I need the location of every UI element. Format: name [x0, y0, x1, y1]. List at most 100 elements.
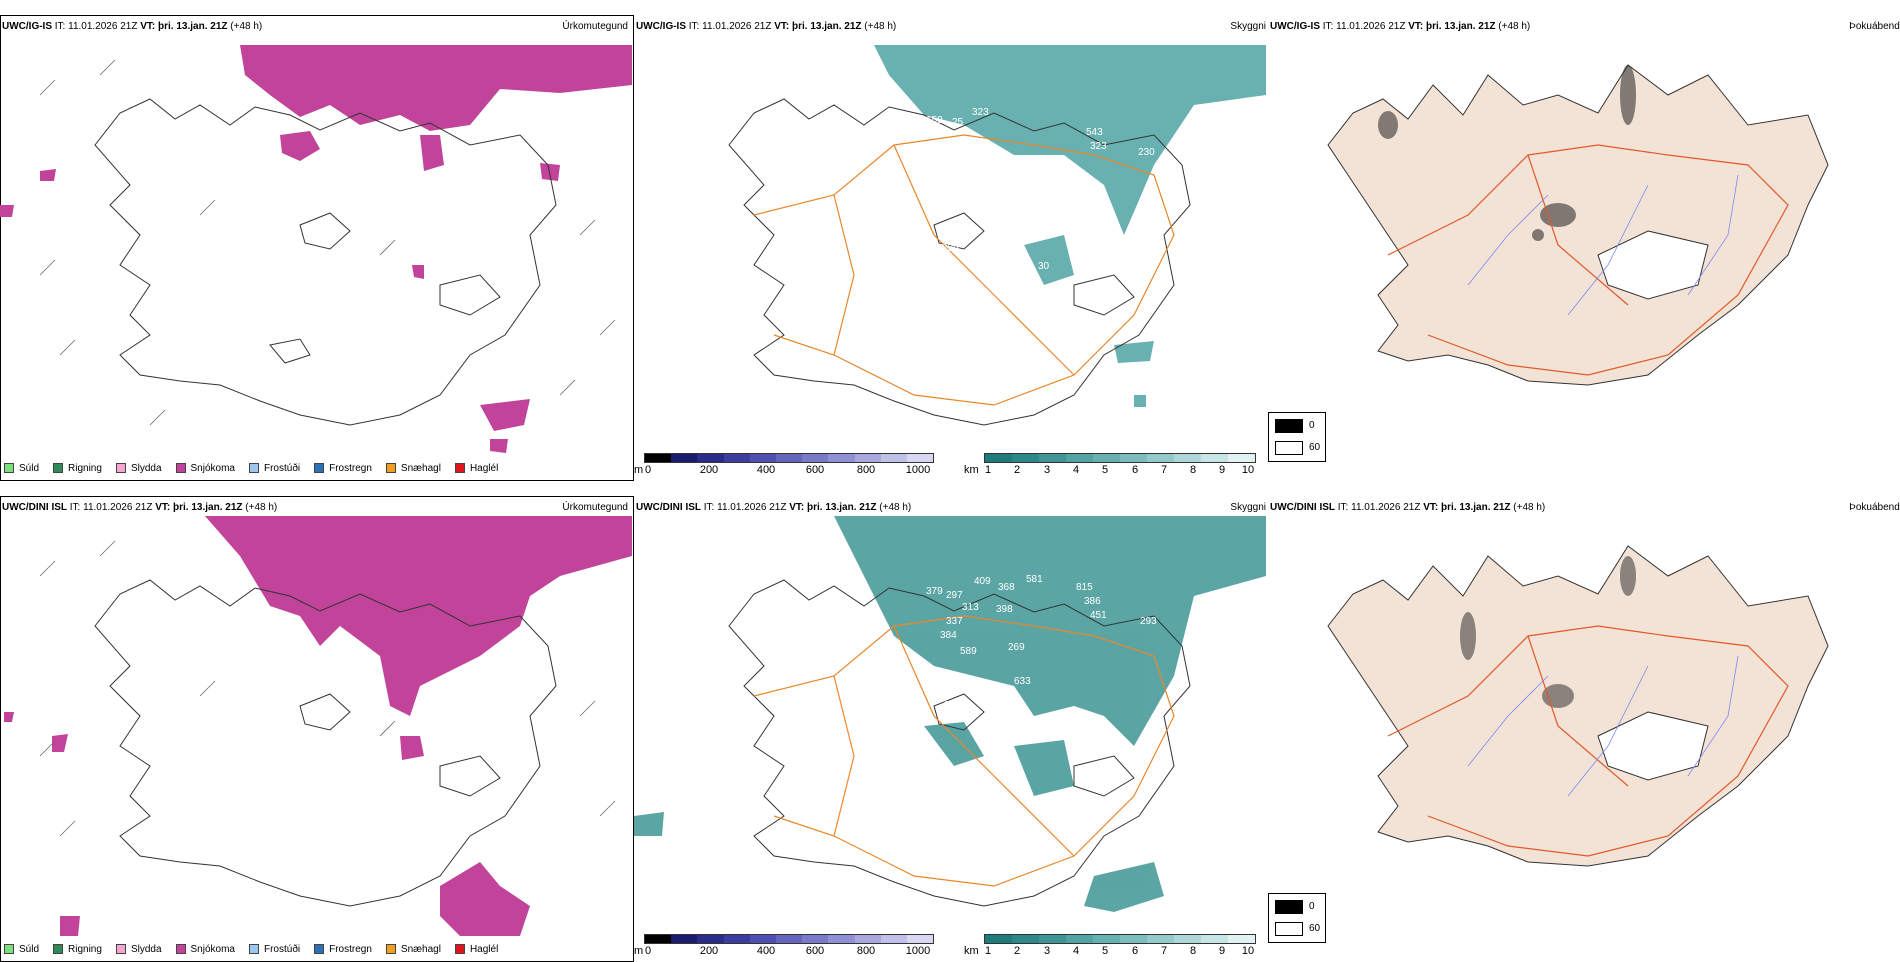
precip-panel-top: UWC/IG-IS IT: 11.01.2026 21Z VT: þri. 13… [0, 15, 634, 481]
legend-label: Súld [19, 462, 40, 474]
roads [1387, 144, 1789, 376]
ceiling-label: 25 [952, 117, 964, 128]
colorbar-tick: 1 [984, 945, 992, 957]
legend-label: Rigning [68, 462, 102, 474]
legend-label: Frostregn [329, 943, 372, 955]
ceiling-label: 384 [940, 630, 957, 641]
colorbar-tick: 8 [1189, 464, 1197, 476]
ceiling-labels: 159 198 183 25 6 323 543 323 230 229 362… [924, 107, 1155, 274]
colorbar-tick: 2 [1013, 945, 1021, 957]
ceiling-label: 272 [1054, 714, 1071, 725]
snow-areas [0, 45, 632, 453]
iceland-outline [94, 579, 557, 907]
it-time: 11.01.2026 21Z [702, 21, 772, 32]
colorbar-unit: km [964, 945, 979, 957]
swatch-icon [454, 944, 465, 954]
it-label: IT: [54, 21, 66, 32]
model-name: UWC/DINI ISL [2, 502, 67, 513]
it-time: 11.01.2026 21Z [1351, 502, 1421, 513]
legend-item-freezing-drizzle: Frostúði [248, 463, 300, 474]
legend-item-drizzle: Súld [4, 463, 39, 474]
ceiling-label: 815 [1076, 582, 1093, 593]
legend-item-sleet: Slydda [115, 463, 162, 474]
fog-panel-bottom: UWC/DINI ISL IT: 11.01.2026 21Z VT: þri.… [1268, 496, 1900, 962]
colorbar-tick: 200 [699, 464, 719, 476]
legend-item-rain: Rigning [53, 944, 102, 955]
it-label: IT: [688, 21, 700, 32]
colorbar-tick: 9 [1218, 945, 1226, 957]
visibility-areas [634, 516, 1266, 912]
colorbar-tick: 200 [699, 945, 719, 957]
colorbar-tick: 3 [1043, 945, 1051, 957]
fog-map [1327, 64, 1829, 386]
legend-label: Snæhagl [400, 462, 441, 474]
ceiling-map: 159 198 183 25 6 323 543 323 230 229 362… [728, 45, 1266, 426]
ceiling-label: 293 [1140, 616, 1157, 627]
glacier [1597, 230, 1709, 300]
ceiling-map: 379 297 313 409 368 581 815 386 451 398 … [634, 516, 1266, 912]
colorbar-strip [984, 934, 1256, 944]
legend-item-drizzle: Súld [4, 944, 39, 955]
legend-item-freezing-drizzle: Frostúði [248, 944, 300, 955]
model-name: UWC/IG-IS [636, 21, 686, 32]
vt-label: VT: [789, 502, 805, 513]
colorbar-unit: m [634, 464, 644, 476]
snow-areas [4, 516, 632, 936]
iceland-land [1327, 64, 1829, 386]
legend-item-freezing-rain: Frostregn [314, 463, 372, 474]
vt-time: þri. 13.jan. 21Z [807, 502, 877, 513]
colorbar-tick: 800 [856, 945, 876, 957]
colorbar-tick: 0 [644, 945, 652, 957]
legend-item-snow-pellets: Snæhagl [385, 462, 441, 474]
colorbar-unit: m [634, 945, 644, 957]
ceiling-colorbar: m 0 200 400 600 800 1000 [634, 453, 944, 479]
legend-item-hail: Haglél [454, 463, 498, 474]
model-name: UWC/DINI ISL [1270, 502, 1335, 513]
rivers [1467, 655, 1739, 797]
lead-time: (+48 h) [230, 21, 263, 32]
panel-title: Úrkomutegund [562, 21, 628, 32]
colorbar-tick: 6 [1131, 464, 1139, 476]
fog-map [1327, 545, 1829, 867]
swatch-icon [314, 463, 325, 473]
it-label: IT: [703, 502, 715, 513]
it-time: 11.01.2026 21Z [1336, 21, 1406, 32]
ceiling-panel-top: UWC/IG-IS IT: 11.01.2026 21Z VT: þri. 13… [634, 15, 1268, 481]
swatch-icon [385, 944, 396, 954]
vt-label: VT: [1423, 502, 1439, 513]
colorbar-strip [644, 934, 934, 944]
ceiling-label: 398 [996, 604, 1013, 615]
panel-title: Úrkomutegund [562, 502, 628, 513]
vt-time: þri. 13.jan. 21Z [792, 21, 862, 32]
fog-key-label: 0 [1309, 420, 1315, 431]
legend-item-rain: Rigning [53, 463, 102, 474]
ceiling-label: 198 [924, 129, 941, 140]
panel-title: Þokuábendi [1849, 21, 1900, 32]
colorbar-tick: 0 [644, 464, 652, 476]
colorbar-strip [644, 453, 934, 463]
swatch-icon [53, 944, 64, 954]
legend-item-sleet: Slydda [115, 944, 162, 955]
precip-panel-bottom: UWC/DINI ISL IT: 11.01.2026 21Z VT: þri.… [0, 496, 634, 962]
swatch-icon [4, 944, 14, 954]
colorbar-tick: 600 [805, 464, 825, 476]
legend-label: Snjókoma [190, 943, 235, 955]
lead-time: (+48 h) [864, 21, 897, 32]
vt-label: VT: [155, 502, 171, 513]
colorbar-tick: 7 [1160, 945, 1168, 957]
precip-legend: Súld Rigning Slydda Snjókoma Frostúði Fr… [4, 942, 512, 956]
ceiling-label: 255 [1012, 716, 1029, 727]
panel-header: UWC/IG-IS IT: 11.01.2026 21Z VT: þri. 13… [2, 21, 262, 32]
ceiling-label: 318 [944, 700, 961, 711]
visibility-areas [874, 45, 1266, 407]
legend-label: Súld [19, 943, 40, 955]
legend-item-snow-pellets: Snæhagl [385, 944, 441, 955]
colorbar-tick: 8 [1189, 945, 1197, 957]
fog-key-top: 0 60 [1268, 412, 1326, 462]
panel-header: UWC/IG-IS IT: 11.01.2026 21Z VT: þri. 13… [636, 21, 896, 32]
ceiling-label: 386 [1084, 596, 1101, 607]
lead-time: (+48 h) [245, 502, 278, 513]
it-label: IT: [1322, 21, 1334, 32]
it-time: 11.01.2026 21Z [717, 502, 787, 513]
ceiling-label: 230 [1138, 147, 1155, 158]
